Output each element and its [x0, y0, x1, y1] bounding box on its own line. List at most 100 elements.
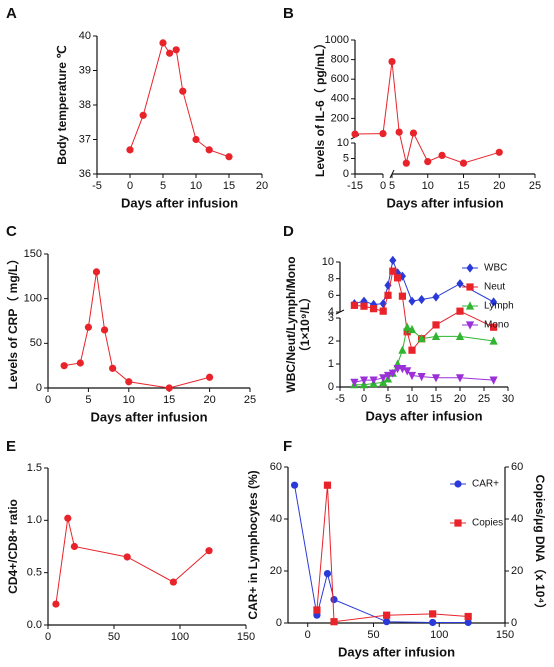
y-tick-label: 400 — [331, 93, 349, 105]
marker — [351, 130, 359, 138]
marker — [225, 153, 233, 161]
marker — [489, 336, 498, 345]
marker — [379, 374, 388, 383]
y-tick-label: 0 — [276, 617, 282, 629]
marker — [438, 151, 446, 159]
x-axis-label: Days after infusion — [386, 195, 503, 210]
marker — [431, 331, 441, 340]
x-axis-label: Days after infusion — [90, 409, 207, 424]
series-line — [316, 485, 469, 623]
marker — [350, 301, 358, 309]
x-tick-label: -5 — [335, 393, 345, 405]
y-axis-label: CD4+/CD8+ ratio — [6, 499, 20, 594]
marker — [389, 255, 397, 265]
y-tick-label: 1000 — [325, 34, 349, 46]
marker — [402, 159, 410, 167]
marker — [465, 301, 475, 310]
marker — [64, 514, 72, 522]
marker — [139, 111, 147, 119]
series-line — [64, 271, 210, 389]
marker — [206, 373, 214, 381]
y-tick-label: 1.0 — [27, 514, 42, 526]
marker — [454, 480, 462, 488]
marker — [432, 292, 440, 302]
y-tick-label: 200 — [331, 112, 349, 124]
marker — [359, 376, 369, 385]
x-tick-label: 150 — [237, 631, 255, 643]
marker — [394, 274, 402, 282]
y2-tick-label: 0 — [511, 617, 517, 629]
marker — [330, 596, 338, 604]
marker — [109, 364, 117, 372]
marker — [466, 283, 474, 291]
x-tick-label: 0 — [305, 629, 311, 641]
marker — [290, 481, 299, 489]
x-tick-label: 15 — [457, 180, 469, 192]
marker — [370, 305, 378, 313]
y-tick-label: 60 — [270, 461, 282, 473]
marker — [429, 610, 437, 618]
marker — [418, 294, 426, 305]
marker — [394, 268, 402, 278]
panel-letter: E — [6, 438, 16, 455]
y-tick-label: 3 — [328, 312, 334, 324]
panel-letter: A — [6, 5, 17, 22]
y-tick-label: 2 — [328, 335, 334, 347]
y2-tick-label: 60 — [511, 461, 523, 473]
marker — [100, 326, 109, 334]
y-axis-label: （1×10⁹/L） — [297, 291, 312, 358]
x-tick-label: 20 — [454, 393, 466, 405]
marker — [398, 271, 406, 281]
y-tick-label: 38 — [79, 99, 91, 111]
marker — [432, 321, 440, 329]
x-tick-label: 15 — [223, 180, 235, 192]
marker — [379, 299, 387, 309]
marker — [459, 159, 468, 167]
marker — [388, 369, 397, 378]
x-tick-label: 25 — [244, 394, 256, 406]
x-tick-label: 25 — [478, 393, 490, 405]
y-tick-label: 1 — [328, 358, 334, 370]
marker — [417, 334, 426, 343]
marker — [409, 129, 418, 137]
y-tick-label: 6 — [328, 289, 334, 301]
x-tick-label: 0 — [361, 393, 367, 405]
marker — [379, 129, 387, 138]
y-tick-label: 40 — [79, 30, 91, 42]
y-tick-label: 5 — [343, 152, 349, 164]
legend-label: Mono — [484, 320, 509, 331]
marker — [350, 378, 359, 387]
x-tick-label: 30 — [502, 393, 514, 405]
y-tick-label: 20 — [270, 565, 282, 577]
y-tick-label: 50 — [30, 337, 42, 349]
marker — [398, 345, 407, 354]
y-tick-label: 150 — [24, 248, 42, 260]
marker — [490, 323, 498, 331]
y2-tick-label: 40 — [511, 513, 523, 525]
panel-letter: B — [283, 5, 294, 22]
x-tick-label: 50 — [367, 629, 379, 641]
y-axis-label: WBC/Neut/Lymph/Mono — [284, 256, 298, 392]
x-tick-label: 50 — [108, 631, 120, 643]
marker — [465, 321, 475, 330]
y-tick-label: 10 — [322, 256, 334, 268]
marker — [464, 618, 472, 627]
panel-letter: D — [283, 223, 294, 240]
y-tick-label: 4 — [328, 306, 334, 318]
y-axis-label: CAR+ in Lymphocytes (%) — [246, 470, 260, 619]
marker — [323, 481, 332, 489]
marker — [323, 570, 332, 578]
x-tick-label: 20 — [256, 180, 268, 192]
series-line — [55, 518, 210, 605]
y-tick-label: 10 — [337, 137, 349, 149]
y-tick-label: 0 — [343, 168, 349, 180]
panel-letter: F — [283, 438, 292, 455]
marker — [125, 378, 133, 386]
marker — [166, 49, 174, 57]
y-tick-label: 0.0 — [27, 619, 42, 631]
marker — [369, 376, 378, 385]
x-tick-label: -15 — [347, 180, 363, 192]
series-line — [294, 485, 469, 623]
x-tick-label: 5 — [85, 394, 91, 406]
